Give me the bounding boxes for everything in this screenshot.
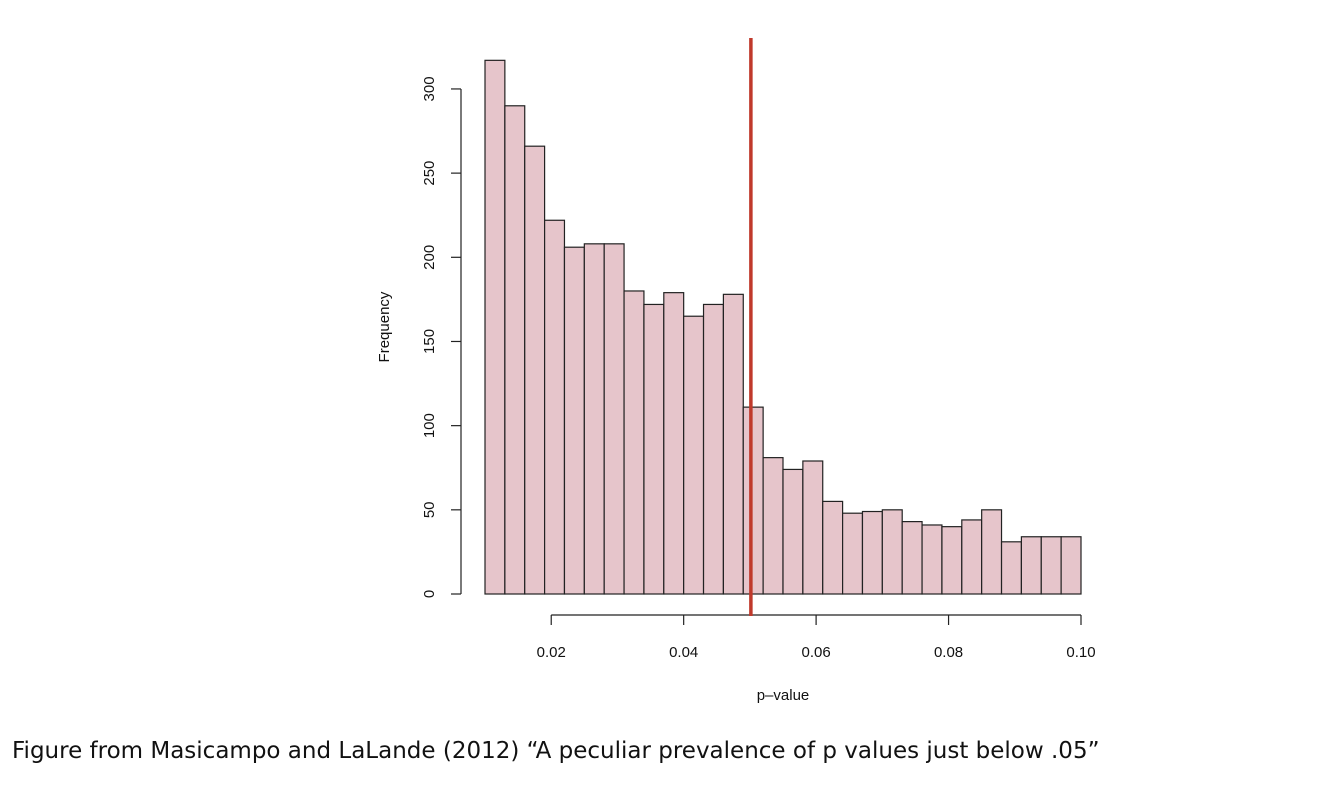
- x-tick-label: 0.08: [934, 644, 963, 661]
- histogram-bar: [841, 512, 864, 595]
- histogram-bars: [484, 59, 1082, 595]
- histogram-bar: [762, 457, 784, 595]
- histogram-bar: [524, 145, 546, 595]
- figure-caption: Figure from Masicampo and LaLande (2012)…: [12, 738, 1100, 764]
- y-tick-label: 300: [421, 76, 438, 101]
- histogram-bar: [583, 243, 605, 595]
- histogram-bar: [702, 303, 724, 595]
- histogram-bar: [802, 460, 824, 595]
- histogram-bar: [822, 500, 844, 595]
- y-tick-label: 100: [421, 413, 438, 438]
- histogram-bar: [563, 246, 585, 595]
- x-axis: 0.02 0.04 0.06 0.08 0.10: [537, 614, 1096, 661]
- histogram-bar: [981, 509, 1003, 595]
- histogram-bar: [1020, 536, 1042, 595]
- histogram-bar: [901, 521, 923, 595]
- histogram-bar: [484, 59, 506, 595]
- x-tick-label: 0.02: [537, 644, 566, 661]
- histogram-bar: [1000, 541, 1022, 595]
- histogram-bar: [921, 524, 943, 595]
- y-tick-label: 250: [421, 161, 438, 186]
- x-axis-title: p–value: [757, 687, 810, 704]
- y-axis-title: Frequency: [376, 291, 393, 362]
- histogram-bar: [861, 510, 883, 595]
- y-axis: 0 50 100 150 200 250 300: [421, 76, 462, 598]
- y-tick-label: 50: [421, 501, 438, 518]
- x-tick-label: 0.06: [802, 644, 831, 661]
- histogram-bar: [961, 519, 983, 595]
- histogram-bar: [782, 468, 804, 595]
- histogram-bar: [623, 290, 645, 595]
- histogram-bar: [543, 219, 566, 595]
- histogram-chart: 0.02 0.04 0.06 0.08 0.10 050100150200250300 …: [376, 38, 1096, 704]
- histogram-bar: [603, 243, 625, 595]
- y-tick-label: 200: [421, 245, 438, 270]
- histogram-bar: [722, 293, 744, 595]
- y-tick-label: 0: [421, 590, 438, 598]
- histogram-bar: [1040, 536, 1062, 595]
- histogram-bar: [941, 526, 963, 595]
- histogram-bar: [742, 406, 764, 595]
- histogram-bar: [1060, 536, 1082, 595]
- x-tick-label: 0.04: [669, 644, 698, 661]
- histogram-bar: [663, 292, 685, 595]
- x-tick-label: 0.10: [1066, 644, 1095, 661]
- histogram-bar: [504, 105, 526, 595]
- histogram-bar: [881, 509, 903, 595]
- histogram-bar: [643, 303, 665, 595]
- histogram-bar: [683, 315, 705, 595]
- y-tick-label: 150: [421, 329, 438, 354]
